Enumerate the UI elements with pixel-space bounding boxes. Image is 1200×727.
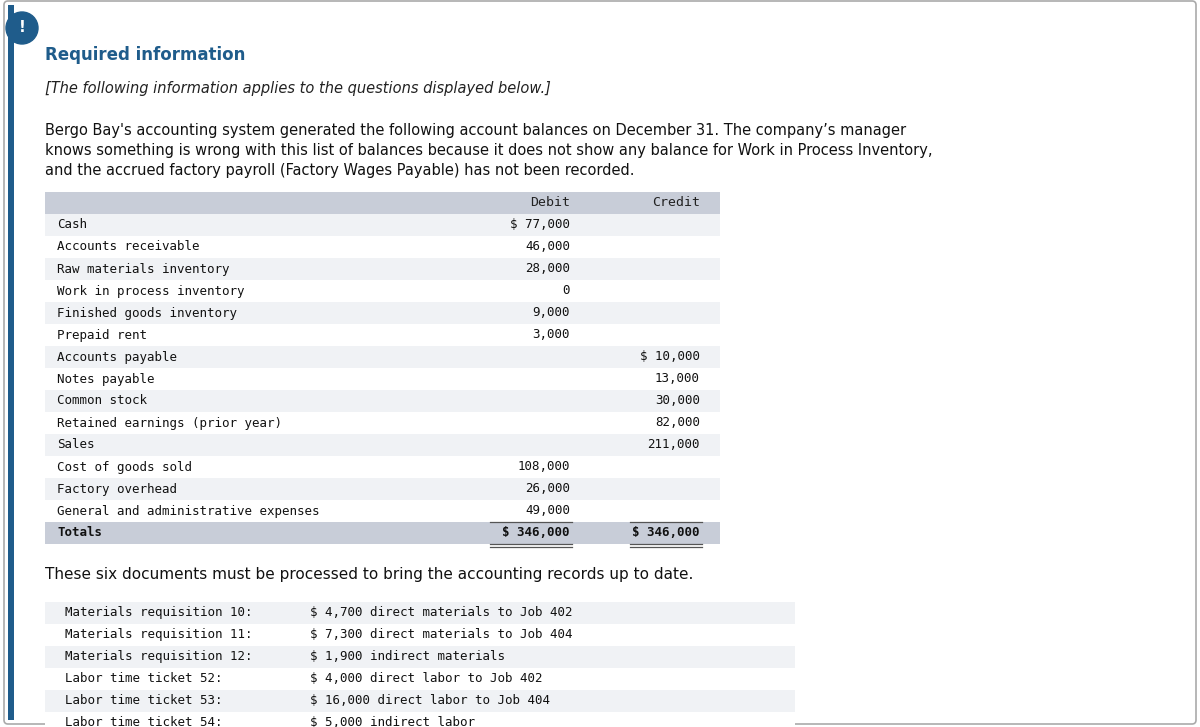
Text: Materials requisition 12:: Materials requisition 12: bbox=[65, 650, 252, 663]
Text: $ 4,000 direct labor to Job 402: $ 4,000 direct labor to Job 402 bbox=[310, 672, 542, 686]
Text: knows something is wrong with this list of balances because it does not show any: knows something is wrong with this list … bbox=[46, 142, 932, 158]
Text: 28,000: 28,000 bbox=[526, 262, 570, 276]
Text: Work in process inventory: Work in process inventory bbox=[58, 284, 245, 297]
Text: Finished goods inventory: Finished goods inventory bbox=[58, 307, 238, 319]
Text: $ 10,000: $ 10,000 bbox=[640, 350, 700, 364]
Text: and the accrued factory payroll (Factory Wages Payable) has not been recorded.: and the accrued factory payroll (Factory… bbox=[46, 163, 635, 177]
Bar bbox=[46, 434, 720, 456]
Bar bbox=[46, 324, 720, 346]
Text: Credit: Credit bbox=[652, 196, 700, 209]
Text: Raw materials inventory: Raw materials inventory bbox=[58, 262, 229, 276]
Text: $ 346,000: $ 346,000 bbox=[503, 526, 570, 539]
Text: 49,000: 49,000 bbox=[526, 505, 570, 518]
Text: 108,000: 108,000 bbox=[517, 460, 570, 473]
Text: General and administrative expenses: General and administrative expenses bbox=[58, 505, 319, 518]
Text: $ 77,000: $ 77,000 bbox=[510, 219, 570, 231]
Text: Cash: Cash bbox=[58, 219, 88, 231]
Text: Bergo Bay's accounting system generated the following account balances on Decemb: Bergo Bay's accounting system generated … bbox=[46, 123, 906, 137]
Bar bbox=[46, 346, 720, 368]
FancyBboxPatch shape bbox=[4, 1, 1196, 724]
Text: Retained earnings (prior year): Retained earnings (prior year) bbox=[58, 417, 282, 430]
Bar bbox=[46, 478, 720, 500]
Text: 0: 0 bbox=[563, 284, 570, 297]
Text: !: ! bbox=[18, 20, 25, 36]
Text: 46,000: 46,000 bbox=[526, 241, 570, 254]
Bar bbox=[46, 280, 720, 302]
Text: 26,000: 26,000 bbox=[526, 483, 570, 496]
Bar bbox=[46, 668, 796, 690]
Text: Totals: Totals bbox=[58, 526, 102, 539]
Text: Cost of goods sold: Cost of goods sold bbox=[58, 460, 192, 473]
Text: Materials requisition 11:: Materials requisition 11: bbox=[65, 628, 252, 641]
Bar bbox=[46, 602, 796, 624]
Text: Sales: Sales bbox=[58, 438, 95, 451]
Text: Accounts receivable: Accounts receivable bbox=[58, 241, 199, 254]
Text: Notes payable: Notes payable bbox=[58, 372, 155, 385]
Text: Common stock: Common stock bbox=[58, 395, 148, 408]
Bar bbox=[46, 646, 796, 668]
Text: These six documents must be processed to bring the accounting records up to date: These six documents must be processed to… bbox=[46, 566, 694, 582]
Text: $ 7,300 direct materials to Job 404: $ 7,300 direct materials to Job 404 bbox=[310, 628, 572, 641]
Text: $ 4,700 direct materials to Job 402: $ 4,700 direct materials to Job 402 bbox=[310, 606, 572, 619]
Text: Labor time ticket 54:: Labor time ticket 54: bbox=[65, 716, 222, 727]
Bar bbox=[46, 214, 720, 236]
Text: Materials requisition 10:: Materials requisition 10: bbox=[65, 606, 252, 619]
Text: 3,000: 3,000 bbox=[533, 329, 570, 342]
Circle shape bbox=[6, 12, 38, 44]
Bar bbox=[46, 624, 796, 646]
Text: $ 5,000 indirect labor: $ 5,000 indirect labor bbox=[310, 716, 475, 727]
Text: Accounts payable: Accounts payable bbox=[58, 350, 178, 364]
Text: 211,000: 211,000 bbox=[648, 438, 700, 451]
Text: Prepaid rent: Prepaid rent bbox=[58, 329, 148, 342]
Text: $ 1,900 indirect materials: $ 1,900 indirect materials bbox=[310, 650, 505, 663]
Bar bbox=[8, 5, 14, 720]
Text: Required information: Required information bbox=[46, 46, 245, 64]
Bar bbox=[46, 500, 720, 522]
Text: 9,000: 9,000 bbox=[533, 307, 570, 319]
Text: [The following information applies to the questions displayed below.]: [The following information applies to th… bbox=[46, 81, 551, 95]
Text: Labor time ticket 53:: Labor time ticket 53: bbox=[65, 694, 222, 707]
Bar bbox=[46, 690, 796, 712]
Bar bbox=[46, 368, 720, 390]
Bar bbox=[46, 258, 720, 280]
Text: Factory overhead: Factory overhead bbox=[58, 483, 178, 496]
Bar bbox=[46, 390, 720, 412]
Text: 13,000: 13,000 bbox=[655, 372, 700, 385]
Bar bbox=[46, 712, 796, 727]
Text: Labor time ticket 52:: Labor time ticket 52: bbox=[65, 672, 222, 686]
Text: 30,000: 30,000 bbox=[655, 395, 700, 408]
Text: 82,000: 82,000 bbox=[655, 417, 700, 430]
Bar bbox=[46, 412, 720, 434]
Text: $ 346,000: $ 346,000 bbox=[632, 526, 700, 539]
Text: Debit: Debit bbox=[530, 196, 570, 209]
Bar bbox=[46, 236, 720, 258]
Bar bbox=[46, 456, 720, 478]
Text: $ 16,000 direct labor to Job 404: $ 16,000 direct labor to Job 404 bbox=[310, 694, 550, 707]
Bar bbox=[46, 522, 720, 544]
Bar bbox=[46, 192, 720, 214]
Bar bbox=[46, 302, 720, 324]
